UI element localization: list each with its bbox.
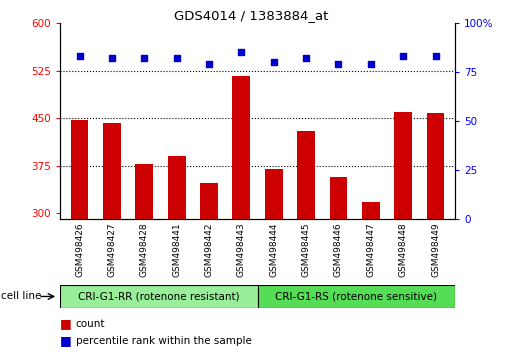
Bar: [362, 202, 380, 219]
Point: [399, 53, 407, 59]
Text: cell line: cell line: [1, 291, 41, 302]
Text: GSM498445: GSM498445: [302, 222, 311, 277]
Point: [367, 62, 375, 67]
Bar: [103, 123, 121, 219]
Text: GSM498446: GSM498446: [334, 222, 343, 277]
Bar: [394, 112, 412, 219]
Bar: [257, 285, 455, 308]
Text: GSM498441: GSM498441: [172, 222, 181, 277]
Bar: [71, 120, 88, 219]
Point: [431, 53, 440, 59]
Text: GSM498443: GSM498443: [237, 222, 246, 277]
Bar: [265, 169, 282, 219]
Text: GSM498449: GSM498449: [431, 222, 440, 277]
Text: count: count: [76, 319, 105, 329]
Bar: [329, 177, 347, 219]
Text: GSM498447: GSM498447: [366, 222, 376, 277]
Point: [173, 56, 181, 61]
Point: [75, 53, 84, 59]
Point: [334, 62, 343, 67]
Text: GSM498448: GSM498448: [399, 222, 408, 277]
Bar: [60, 285, 257, 308]
Text: GSM498444: GSM498444: [269, 222, 278, 276]
Text: ■: ■: [60, 334, 72, 347]
Bar: [135, 164, 153, 219]
Bar: [297, 131, 315, 219]
Text: GSM498428: GSM498428: [140, 222, 149, 277]
Point: [108, 56, 116, 61]
Text: GSM498427: GSM498427: [107, 222, 117, 277]
Text: GDS4014 / 1383884_at: GDS4014 / 1383884_at: [174, 9, 328, 22]
Point: [302, 56, 310, 61]
Bar: [233, 76, 251, 219]
Text: CRI-G1-RS (rotenone sensitive): CRI-G1-RS (rotenone sensitive): [275, 291, 437, 302]
Text: ■: ■: [60, 318, 72, 330]
Text: CRI-G1-RR (rotenone resistant): CRI-G1-RR (rotenone resistant): [78, 291, 240, 302]
Bar: [168, 156, 186, 219]
Point: [140, 56, 149, 61]
Point: [237, 50, 246, 55]
Point: [205, 62, 213, 67]
Point: [269, 59, 278, 65]
Bar: [200, 183, 218, 219]
Text: percentile rank within the sample: percentile rank within the sample: [76, 336, 252, 346]
Text: GSM498442: GSM498442: [204, 222, 213, 276]
Text: GSM498426: GSM498426: [75, 222, 84, 277]
Bar: [427, 113, 445, 219]
